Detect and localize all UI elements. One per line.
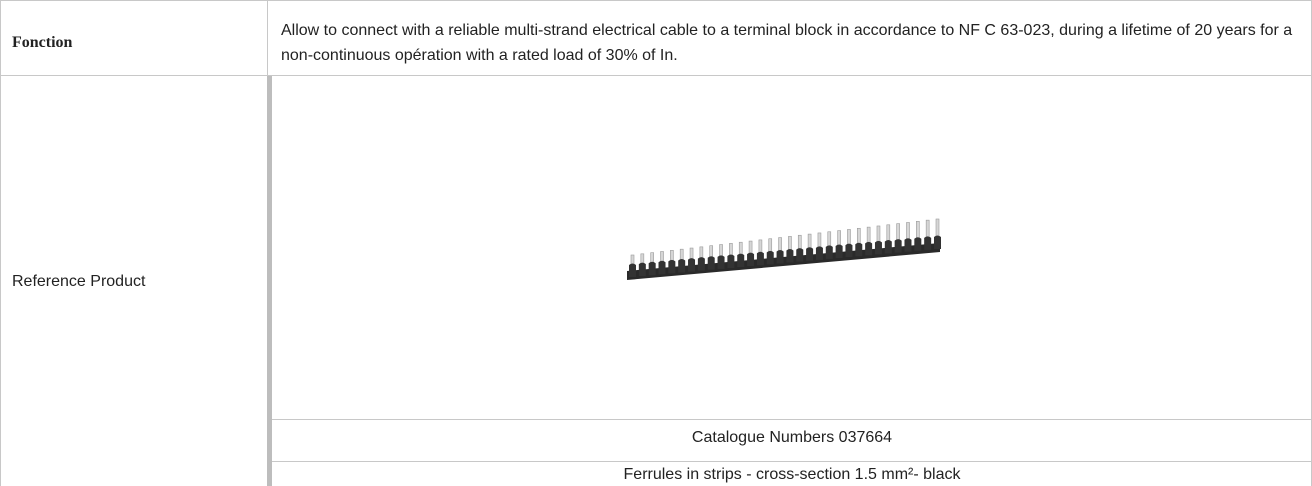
border bbox=[0, 0, 1312, 1]
ferrule-part bbox=[916, 221, 919, 238]
ferrule-part bbox=[749, 241, 752, 254]
ferrule-part bbox=[897, 224, 900, 241]
border bbox=[272, 461, 1312, 462]
border bbox=[267, 0, 268, 75]
ferrule-part bbox=[926, 220, 929, 238]
ferrule-part bbox=[670, 250, 673, 261]
ferrule-part bbox=[629, 264, 636, 278]
ferrule-part bbox=[855, 243, 862, 257]
ferrule-part bbox=[867, 227, 870, 243]
ferrule-part bbox=[708, 256, 715, 270]
ferrule-part bbox=[661, 252, 664, 263]
ferrule-part bbox=[895, 239, 902, 253]
ferrule-part bbox=[700, 247, 703, 259]
ferrule-part bbox=[710, 246, 713, 258]
ferrule-part bbox=[845, 244, 852, 258]
cell: Catalogue Numbers 037664 bbox=[272, 429, 1312, 447]
ferrule-part bbox=[836, 245, 843, 259]
ferrule-part bbox=[767, 251, 774, 265]
border bbox=[0, 0, 1, 486]
ferrule-part bbox=[936, 219, 939, 237]
ferrule-part bbox=[887, 225, 890, 242]
cell: Ferrules in strips - cross-section 1.5 m… bbox=[272, 466, 1312, 484]
ferrule-part bbox=[641, 254, 644, 264]
page: {"table": { "rows": [ {"label": "Fonctio… bbox=[0, 0, 1312, 486]
ferrule-part bbox=[757, 252, 764, 265]
ferrule-part bbox=[769, 239, 772, 253]
ferrule-part bbox=[690, 248, 693, 260]
ferrule-part bbox=[798, 235, 801, 249]
ferrule-part bbox=[651, 253, 654, 264]
ferrule-part bbox=[906, 222, 909, 239]
ferrule-part bbox=[914, 237, 921, 251]
ferrule-part bbox=[875, 241, 882, 255]
ferrule-part bbox=[739, 242, 742, 255]
ferrule-part bbox=[828, 232, 831, 247]
product-description: Ferrules in strips - cross-section 1.5 m… bbox=[272, 466, 1312, 484]
ferrule-part bbox=[779, 238, 782, 252]
ferrule-part bbox=[806, 247, 813, 261]
ferrule-part bbox=[786, 249, 793, 263]
function-text: Allow to connect with a reliable multi-s… bbox=[281, 18, 1309, 68]
ferrule-part bbox=[727, 254, 734, 268]
ferrule-part bbox=[808, 234, 811, 249]
ferrule-part bbox=[718, 255, 725, 269]
ferrule-part bbox=[934, 236, 941, 250]
table: Fonction Allow to connect with a reliabl… bbox=[0, 0, 1312, 486]
product-image bbox=[272, 76, 1312, 419]
ferrule-part bbox=[678, 259, 685, 273]
ferrule-part bbox=[816, 246, 823, 260]
ferrule-part bbox=[877, 226, 880, 242]
ferrule-part bbox=[639, 263, 646, 277]
ferrule-part bbox=[826, 245, 833, 259]
ferrule-part bbox=[668, 260, 675, 274]
ferrule-part bbox=[729, 243, 732, 256]
border bbox=[272, 419, 1312, 420]
ferrule-part bbox=[924, 236, 931, 250]
ferrule-part bbox=[818, 233, 821, 248]
ferrule-part bbox=[680, 249, 683, 260]
catalogue-number: Catalogue Numbers 037664 bbox=[272, 429, 1312, 447]
ferrule-part bbox=[904, 238, 911, 252]
ferrule-part bbox=[649, 262, 656, 276]
ferrule-part bbox=[659, 261, 666, 275]
ferrule-part bbox=[838, 231, 841, 246]
ferrule-part bbox=[759, 240, 762, 253]
ferrule-part bbox=[720, 245, 723, 257]
ferrule-part bbox=[885, 240, 892, 254]
row-label: Reference Product bbox=[12, 269, 145, 294]
ferrule-part bbox=[698, 257, 705, 271]
ferrule-part bbox=[857, 228, 860, 244]
row-label: Fonction bbox=[12, 34, 72, 52]
ferrule-part bbox=[747, 253, 754, 267]
ferrule-part bbox=[788, 236, 791, 250]
ferrule-part bbox=[777, 250, 784, 263]
ferrule-part bbox=[737, 254, 744, 268]
ferrule-part bbox=[688, 258, 695, 272]
ferrule-part bbox=[865, 242, 872, 256]
ferrule-part bbox=[847, 229, 850, 245]
ferrule-part bbox=[796, 248, 803, 261]
